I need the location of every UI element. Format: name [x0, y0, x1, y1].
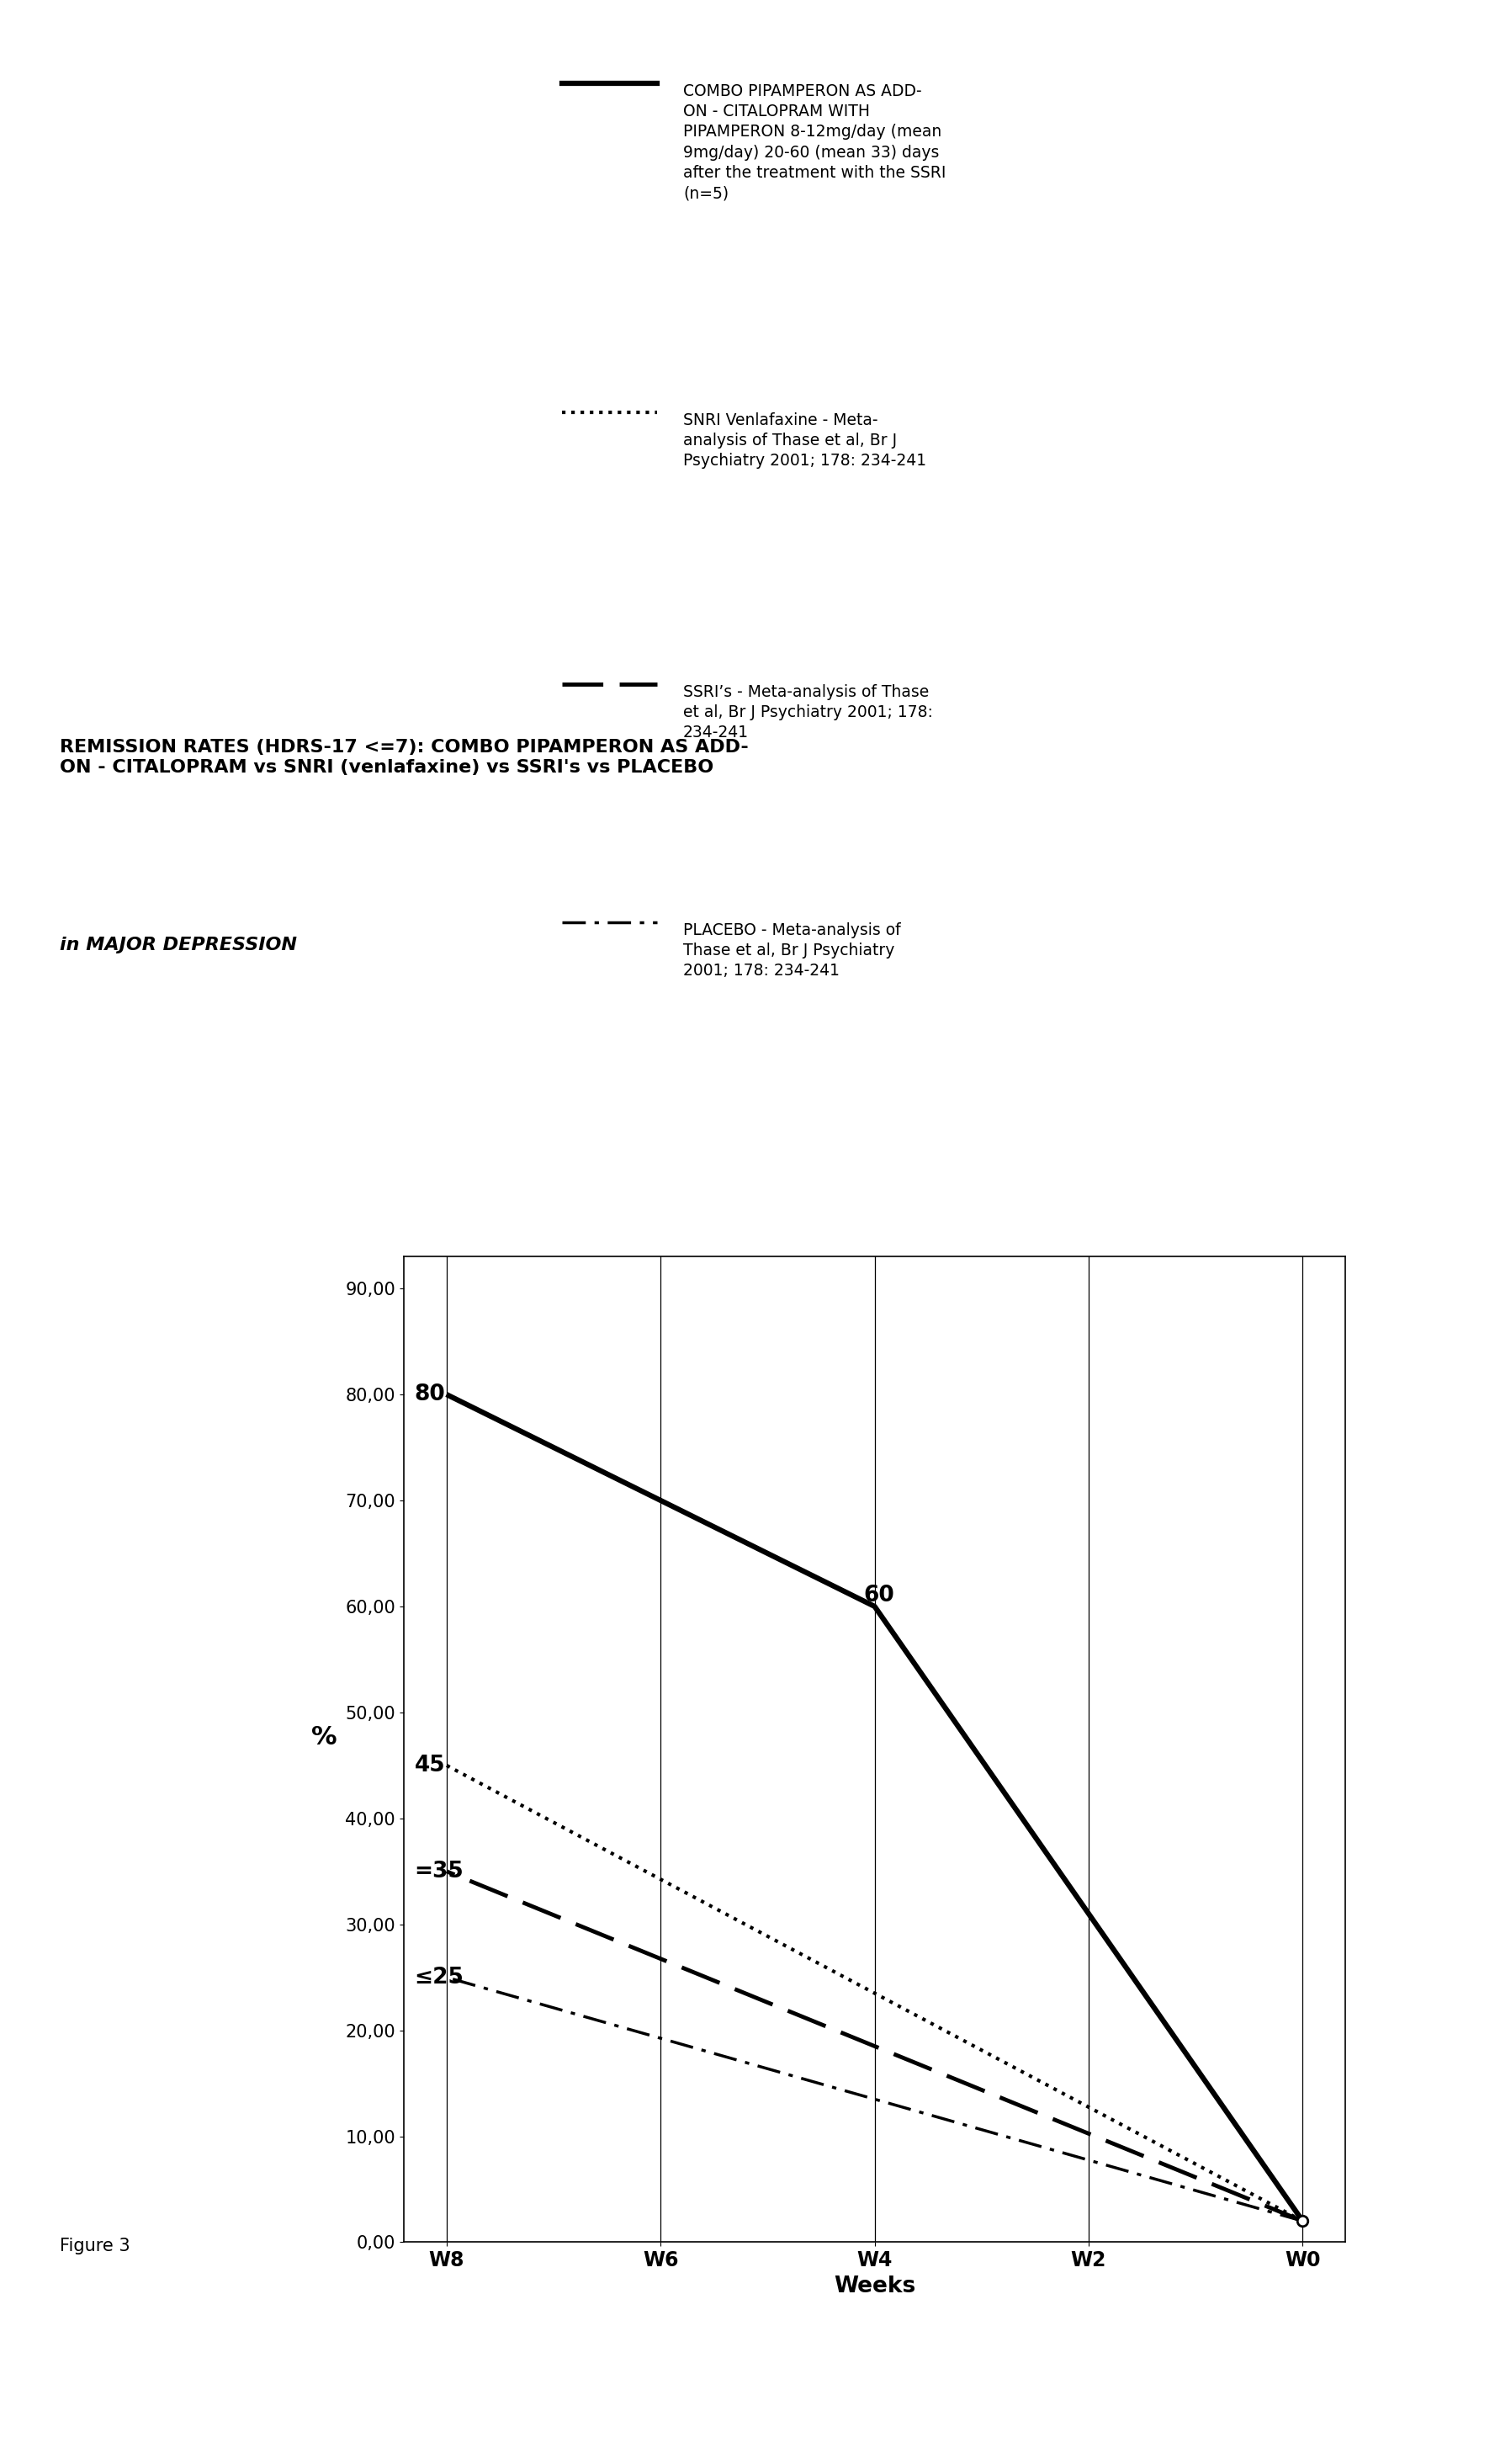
Text: COMBO PIPAMPERON AS ADD-
ON - CITALOPRAM WITH
PIPAMPERON 8-12mg/day (mean
9mg/da: COMBO PIPAMPERON AS ADD- ON - CITALOPRAM…: [683, 84, 946, 202]
Text: Figure 3: Figure 3: [60, 2237, 130, 2255]
Text: 60: 60: [864, 1584, 896, 1607]
Y-axis label: %: %: [311, 1725, 336, 1749]
Text: in MAJOR DEPRESSION: in MAJOR DEPRESSION: [60, 936, 298, 954]
Text: 80: 80: [414, 1382, 446, 1404]
Text: SNRI Venlafaxine - Meta-
analysis of Thase et al, Br J
Psychiatry 2001; 178: 234: SNRI Venlafaxine - Meta- analysis of Tha…: [683, 411, 927, 468]
Text: SSRI’s - Meta-analysis of Thase
et al, Br J Psychiatry 2001; 178:
234-241: SSRI’s - Meta-analysis of Thase et al, B…: [683, 685, 933, 742]
Text: REMISSION RATES (HDRS-17 <=7): COMBO PIPAMPERON AS ADD-
ON - CITALOPRAM vs SNRI : REMISSION RATES (HDRS-17 <=7): COMBO PIP…: [60, 739, 749, 776]
Text: ≤25: ≤25: [414, 1966, 463, 1988]
Text: =35: =35: [414, 1860, 463, 1882]
Text: 45: 45: [414, 1754, 446, 1777]
X-axis label: Weeks: Weeks: [834, 2274, 915, 2296]
Text: PLACEBO - Meta-analysis of
Thase et al, Br J Psychiatry
2001; 178: 234-241: PLACEBO - Meta-analysis of Thase et al, …: [683, 922, 901, 978]
